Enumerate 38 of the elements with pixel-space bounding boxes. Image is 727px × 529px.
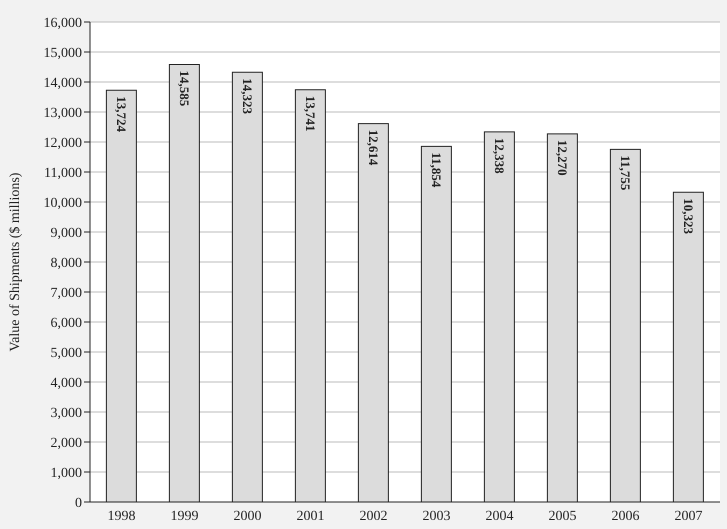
x-tick-label: 2005 [548,508,576,524]
x-tick-label: 2006 [612,508,640,524]
y-tick-label: 16,000 [44,16,82,31]
data-label: 12,270 [554,140,570,176]
y-tick-label: 6,000 [50,316,82,331]
y-tick-label: 12,000 [44,136,82,151]
x-tick-label: 2003 [422,508,450,524]
y-tick-label: 2,000 [50,436,82,451]
data-label: 14,323 [240,78,255,115]
data-label: 11,854 [428,152,444,188]
y-tick-label: 0 [75,496,82,511]
y-tick-label: 15,000 [44,46,82,61]
y-tick-label: 9,000 [50,226,82,241]
y-tick-label: 14,000 [44,76,82,91]
y-tick-label: 10,000 [44,196,82,211]
x-tick-label: 2001 [296,508,324,524]
y-tick-label: 7,000 [50,286,82,301]
data-label: 11,755 [618,155,633,191]
data-label: 12,614 [366,130,381,166]
data-label: 10,323 [680,198,696,235]
x-tick-label: 1999 [170,508,198,524]
y-tick-label: 1,000 [50,466,82,481]
x-tick-label: 2004 [486,508,514,524]
data-label: 14,585 [176,70,192,107]
x-tick-label: 1998 [108,508,136,524]
x-tick-label: 2000 [234,508,262,524]
x-tick-label: 2002 [360,508,388,524]
y-tick-label: 11,000 [44,166,82,181]
y-tick-label: 13,000 [44,106,82,121]
x-tick-label: 2007 [674,508,702,524]
data-label: 12,338 [492,138,507,174]
y-axis-title: Value of Shipments ($ millions) [8,172,23,352]
y-tick-label: 8,000 [50,256,82,271]
y-tick-label: 4,000 [50,376,82,391]
y-tick-label: 3,000 [50,406,82,421]
data-label: 13,724 [114,96,129,133]
data-label: 13,741 [302,96,318,132]
y-tick-label: 5,000 [50,346,82,361]
